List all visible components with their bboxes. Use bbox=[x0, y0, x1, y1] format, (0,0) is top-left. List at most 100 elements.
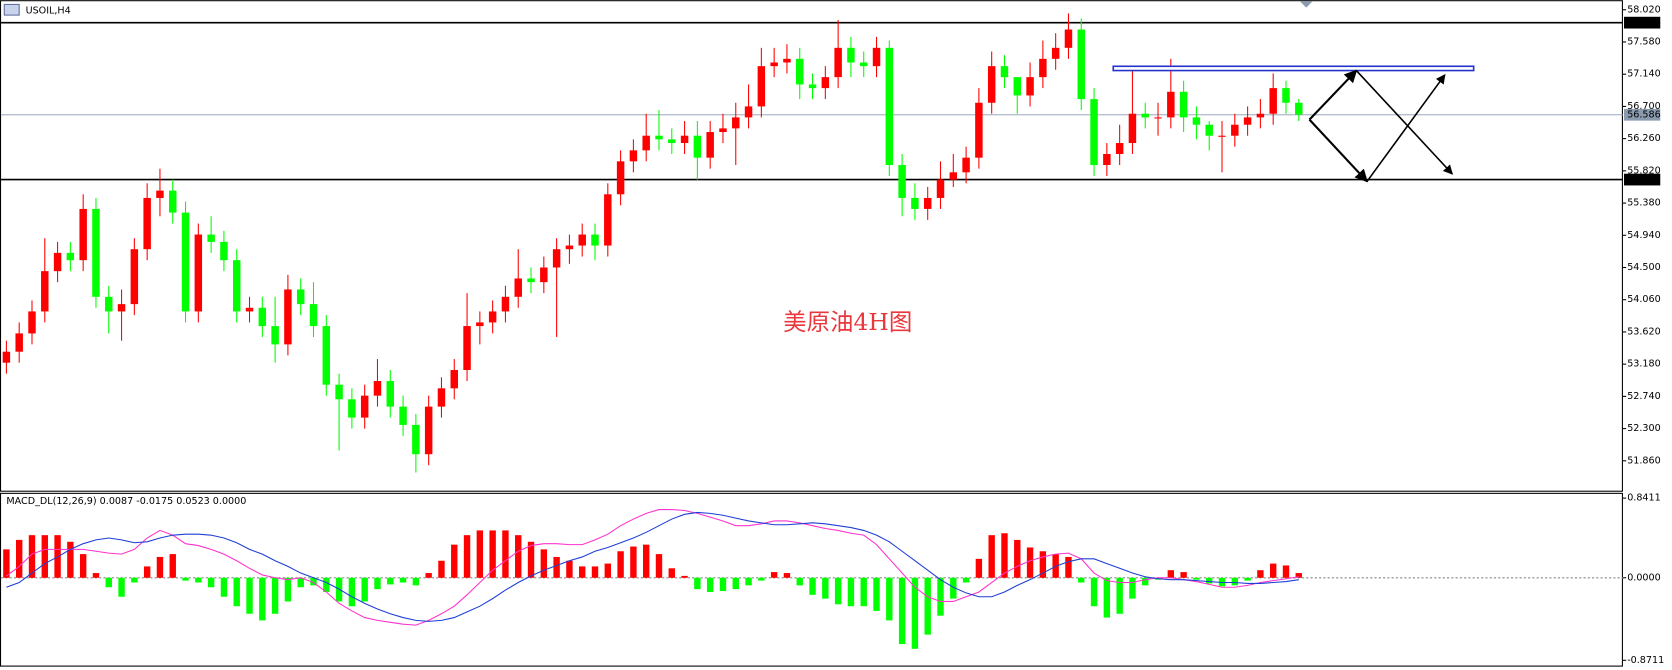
macd-bar bbox=[898, 577, 906, 645]
macd-bar bbox=[79, 554, 87, 578]
macd-bar bbox=[796, 577, 803, 586]
candle-body bbox=[1141, 113, 1149, 118]
y-tick-label: 53.620 bbox=[1627, 326, 1661, 337]
macd-bar bbox=[1257, 570, 1264, 578]
macd-bar bbox=[1193, 577, 1200, 580]
candle-body bbox=[1103, 154, 1111, 165]
candle-body bbox=[245, 307, 254, 312]
macd-bar bbox=[1244, 577, 1251, 581]
macd-bar bbox=[809, 577, 816, 595]
macd-bar bbox=[207, 577, 215, 588]
macd-bar bbox=[489, 530, 496, 578]
candle-body bbox=[271, 326, 279, 345]
macd-bar bbox=[694, 577, 701, 590]
candle-body bbox=[28, 311, 36, 334]
macd-bar bbox=[642, 544, 650, 578]
price-label: 56.586 bbox=[1627, 109, 1661, 120]
macd-bar bbox=[1206, 577, 1213, 584]
macd-bar bbox=[758, 577, 765, 581]
candle-body bbox=[181, 212, 190, 312]
macd-bar bbox=[169, 554, 176, 578]
candle-body bbox=[808, 84, 817, 89]
macd-bar bbox=[668, 568, 675, 578]
macd-bar bbox=[834, 577, 842, 605]
macd-bar bbox=[118, 577, 125, 597]
candle-body bbox=[629, 150, 638, 162]
candle-body bbox=[1013, 77, 1022, 96]
macd-bar bbox=[271, 577, 279, 614]
macd-bar bbox=[924, 577, 931, 635]
y-tick-label: 57.140 bbox=[1627, 69, 1661, 80]
candle-body bbox=[79, 208, 87, 261]
price-label: 55.701 bbox=[1627, 174, 1661, 185]
candle-body bbox=[450, 370, 458, 389]
macd-bar bbox=[911, 577, 919, 649]
candle-body bbox=[488, 311, 497, 323]
candle-body bbox=[53, 252, 62, 272]
macd-line bbox=[6, 509, 1299, 626]
macd-bar bbox=[438, 560, 445, 578]
macd-bar bbox=[1295, 573, 1302, 578]
macd-bar bbox=[67, 541, 74, 578]
candle-body bbox=[898, 164, 906, 198]
macd-bar bbox=[604, 563, 612, 578]
candle-body bbox=[424, 406, 433, 455]
macd-bar bbox=[387, 577, 394, 585]
macd-bar bbox=[1039, 551, 1047, 578]
candle-body bbox=[527, 278, 535, 283]
macd-bar bbox=[553, 556, 560, 578]
macd-bar bbox=[527, 541, 535, 578]
macd-bar bbox=[655, 554, 663, 578]
y-tick-label: 53.180 bbox=[1627, 359, 1661, 370]
candle-body bbox=[1154, 117, 1162, 119]
macd-bar bbox=[131, 577, 138, 583]
macd-bar bbox=[425, 573, 432, 578]
candle-body bbox=[476, 322, 484, 327]
candle-body bbox=[66, 252, 75, 261]
candle-body bbox=[207, 234, 215, 242]
macd-bar bbox=[399, 577, 407, 583]
macd-bar bbox=[783, 573, 791, 578]
candle-body bbox=[1090, 99, 1098, 165]
macd-bar bbox=[1014, 539, 1021, 578]
macd-bar bbox=[1103, 577, 1111, 618]
macd-bar bbox=[591, 566, 599, 578]
candle-body bbox=[987, 66, 996, 103]
candle-body bbox=[1128, 113, 1137, 144]
macd-bar bbox=[1078, 577, 1085, 583]
macd-bar bbox=[847, 577, 855, 607]
macd-bar bbox=[156, 556, 164, 578]
macd-bar bbox=[745, 577, 752, 586]
y-tick-label: 52.740 bbox=[1627, 391, 1661, 402]
y-tick-label: 54.500 bbox=[1627, 262, 1661, 273]
y-tick-label: 56.700 bbox=[1627, 101, 1661, 112]
macd-bar bbox=[950, 577, 957, 599]
candle-body bbox=[1026, 77, 1034, 96]
macd-bar bbox=[566, 560, 573, 578]
candle-body bbox=[117, 304, 126, 312]
y-tick-label: -0.8711 bbox=[1627, 655, 1664, 666]
candle-body bbox=[15, 333, 23, 352]
price-label-box bbox=[1624, 108, 1661, 121]
candle-body bbox=[719, 128, 727, 133]
macd-bar bbox=[719, 577, 727, 592]
candle-body bbox=[668, 139, 676, 144]
arrow bbox=[1308, 118, 1368, 183]
candle-body bbox=[501, 296, 510, 312]
candle-body bbox=[949, 172, 958, 180]
macd-bar bbox=[515, 535, 522, 578]
symbol-title: USOIL,H4 bbox=[26, 5, 71, 16]
symbol-icon bbox=[3, 3, 20, 16]
candle-body bbox=[578, 234, 586, 246]
candle-body bbox=[911, 197, 919, 209]
candle-body bbox=[1077, 29, 1085, 100]
y-tick-label: 54.060 bbox=[1627, 294, 1661, 305]
y-tick-label: 55.820 bbox=[1627, 165, 1661, 176]
macd-bar bbox=[284, 577, 292, 602]
candle-body bbox=[859, 62, 868, 67]
price-label-box bbox=[1624, 16, 1661, 29]
y-tick-label: 0.8411 bbox=[1627, 493, 1661, 504]
macd-panel-frame bbox=[0, 492, 1623, 667]
macd-bar bbox=[348, 577, 356, 607]
candle-body bbox=[1039, 58, 1047, 78]
